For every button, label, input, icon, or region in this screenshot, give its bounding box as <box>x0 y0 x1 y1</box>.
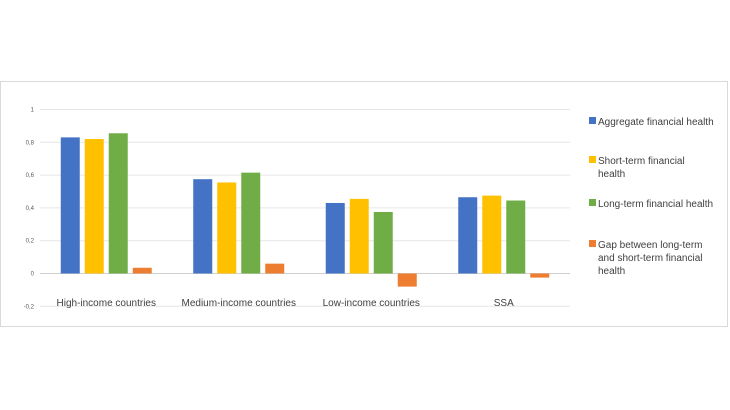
legend-label: Aggregate financial health <box>598 117 714 128</box>
bar <box>325 202 345 274</box>
y-tick-label: 0,8 <box>26 140 35 146</box>
legend-swatch <box>589 240 596 247</box>
y-tick-label: -0,2 <box>24 304 35 310</box>
bar <box>530 273 550 278</box>
bar <box>265 263 285 274</box>
y-tick-label: 1 <box>31 108 35 114</box>
legend-swatch <box>589 156 596 163</box>
x-tick-label: SSA <box>494 298 514 309</box>
y-axis: -0,2 0 0,2 0,4 0,6 0,8 1 <box>24 108 35 311</box>
bar <box>84 139 104 274</box>
y-tick-label: 0,6 <box>26 173 35 179</box>
legend-label: Long-term financial health <box>598 199 713 210</box>
legend-swatch <box>589 117 596 124</box>
legend-label: Gap between long-term <box>598 240 703 251</box>
bar <box>132 267 152 274</box>
x-tick-label: Low-income countries <box>323 298 420 309</box>
bar <box>458 197 478 274</box>
bar <box>217 182 237 274</box>
bar <box>193 179 213 274</box>
bar <box>349 198 369 274</box>
y-tick-label: 0 <box>31 272 35 278</box>
x-tick-label: High-income countries <box>57 298 157 309</box>
bar <box>373 212 393 274</box>
y-tick-label: 0,4 <box>26 206 35 212</box>
legend-label: health <box>598 169 625 180</box>
gridlines <box>40 109 570 307</box>
bar <box>241 172 261 274</box>
x-axis: High-income countries Medium-income count… <box>57 298 515 309</box>
bar <box>506 200 526 274</box>
x-tick-label: Medium-income countries <box>182 298 297 309</box>
bar <box>108 133 128 274</box>
legend-label: health <box>598 266 625 277</box>
bars <box>60 133 550 287</box>
legend-label: Short-term financial <box>598 156 685 167</box>
legend: Aggregate financial health Short-term fin… <box>589 117 714 277</box>
y-tick-label: 0,2 <box>26 239 35 245</box>
legend-swatch <box>589 199 596 206</box>
bar <box>397 273 417 287</box>
bar <box>60 137 80 274</box>
legend-label: and short-term financial <box>598 253 703 264</box>
bar <box>482 195 502 274</box>
